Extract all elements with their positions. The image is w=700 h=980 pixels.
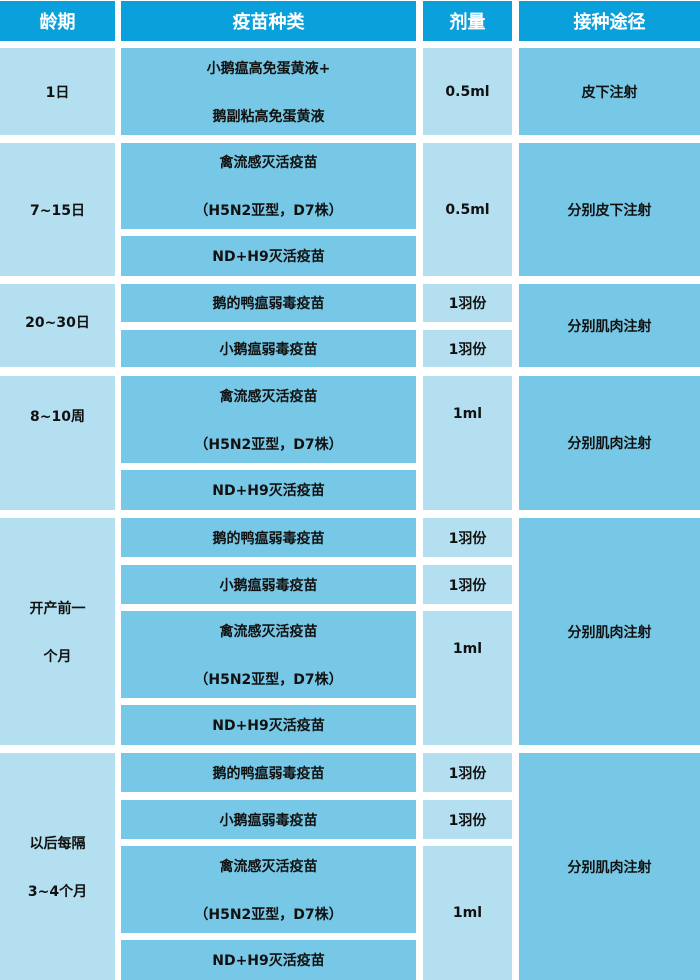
dose-cell: 1羽份 xyxy=(423,518,512,557)
vaccine-cell: 小鹅瘟高免蛋黄液+ 鹅副粘高免蛋黄液 xyxy=(121,48,416,135)
dose-cell: 0.5ml xyxy=(423,143,512,276)
dose-cell: 1ml xyxy=(423,376,512,510)
vaccine-cell: 禽流感灭活疫苗 （H5N2亚型，D7株） xyxy=(121,611,416,698)
dose-cell: 1羽份 xyxy=(423,800,512,839)
age-cell: 1日 xyxy=(0,48,115,135)
header-dose: 剂量 xyxy=(423,1,512,41)
dose-cell: 1羽份 xyxy=(423,330,512,367)
route-cell: 分别肌肉注射 xyxy=(519,518,700,745)
route-cell: 分别肌肉注射 xyxy=(519,753,700,980)
dose-cell: 1ml xyxy=(423,846,512,980)
dose-cell: 0.5ml xyxy=(423,48,512,135)
dose-cell: 1羽份 xyxy=(423,753,512,792)
header-age: 龄期 xyxy=(0,1,115,41)
route-cell: 皮下注射 xyxy=(519,48,700,135)
vaccine-cell: 小鹅瘟弱毒疫苗 xyxy=(121,565,416,604)
vaccine-cell: 鹅的鸭瘟弱毒疫苗 xyxy=(121,753,416,792)
vaccine-cell: 鹅的鸭瘟弱毒疫苗 xyxy=(121,284,416,322)
age-cell: 开产前一 个月 xyxy=(0,518,115,745)
vaccine-cell: 鹅的鸭瘟弱毒疫苗 xyxy=(121,518,416,557)
header-route: 接种途径 xyxy=(519,1,700,41)
vaccine-cell: ND+H9灭活疫苗 xyxy=(121,940,416,980)
vaccine-cell: 小鹅瘟弱毒疫苗 xyxy=(121,330,416,367)
vaccine-cell: ND+H9灭活疫苗 xyxy=(121,705,416,745)
vaccine-cell: 禽流感灭活疫苗 （H5N2亚型，D7株） xyxy=(121,376,416,463)
route-cell: 分别肌肉注射 xyxy=(519,284,700,367)
header-vaccine: 疫苗种类 xyxy=(121,1,416,41)
age-cell: 20~30日 xyxy=(0,284,115,367)
vaccine-cell: 禽流感灭活疫苗 （H5N2亚型，D7株） xyxy=(121,143,416,229)
dose-cell: 1ml xyxy=(423,611,512,745)
vaccine-cell: 禽流感灭活疫苗 （H5N2亚型，D7株） xyxy=(121,846,416,933)
vaccine-cell: 小鹅瘟弱毒疫苗 xyxy=(121,800,416,839)
age-cell: 以后每隔 3~4个月 xyxy=(0,753,115,980)
route-cell: 分别肌肉注射 xyxy=(519,376,700,510)
dose-cell: 1羽份 xyxy=(423,565,512,604)
vaccine-cell: ND+H9灭活疫苗 xyxy=(121,236,416,276)
route-cell: 分别皮下注射 xyxy=(519,143,700,276)
age-cell: 7~15日 xyxy=(0,143,115,276)
vaccine-cell: ND+H9灭活疫苗 xyxy=(121,470,416,510)
age-cell: 8~10周 xyxy=(0,376,115,510)
dose-cell: 1羽份 xyxy=(423,284,512,322)
